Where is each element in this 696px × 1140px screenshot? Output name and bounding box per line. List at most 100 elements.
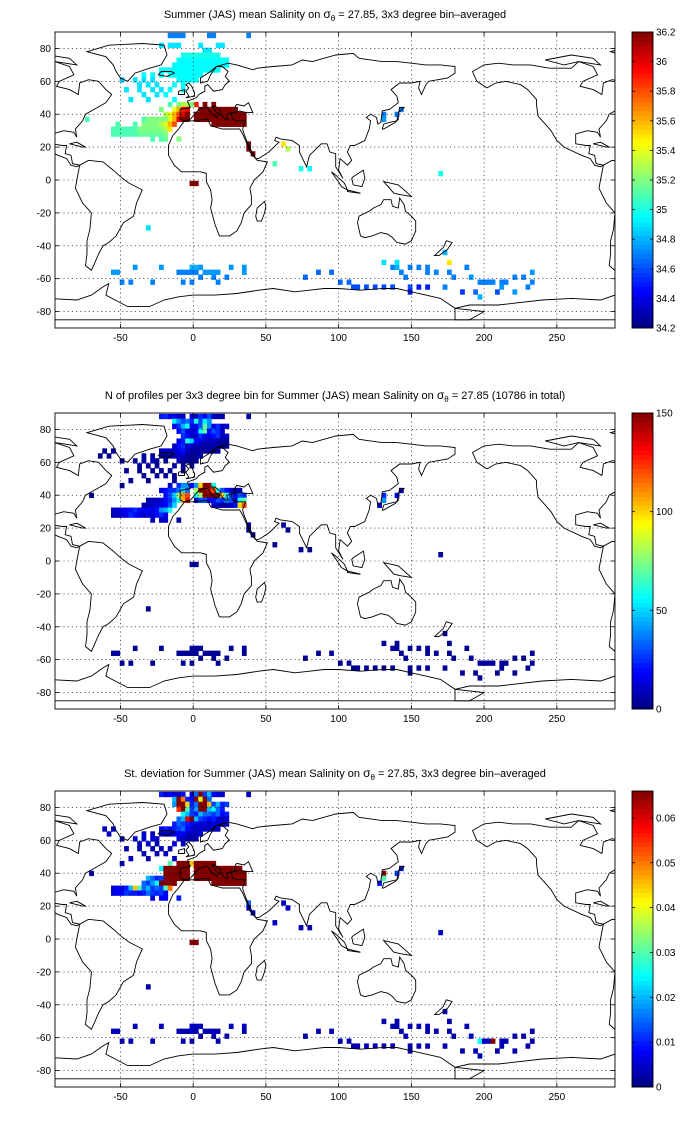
data-cell	[207, 811, 212, 817]
data-cell	[180, 72, 186, 78]
colorbar-segment	[632, 514, 653, 520]
title-subscript: θ	[371, 773, 376, 782]
data-cell	[172, 487, 177, 494]
data-cell	[189, 650, 195, 656]
data-cell	[224, 443, 230, 449]
data-cell	[189, 428, 195, 434]
coastline	[471, 442, 615, 549]
data-cell	[233, 870, 238, 877]
data-cell	[220, 880, 225, 886]
colorbar-segment	[632, 855, 653, 861]
data-cell	[176, 860, 182, 867]
data-cell	[185, 57, 190, 63]
data-cell	[211, 880, 217, 886]
data-cell	[442, 630, 448, 637]
colorbar-segment	[632, 510, 653, 516]
colorbar-tick-label: 0	[656, 1083, 662, 1094]
data-cell	[189, 458, 195, 464]
data-cell	[425, 269, 430, 275]
data-cell	[403, 1033, 409, 1039]
data-cell	[281, 141, 286, 147]
colorbar-tick-label: 100	[656, 507, 673, 518]
data-cell	[198, 831, 204, 837]
coastline	[185, 463, 196, 480]
data-cell	[193, 806, 199, 812]
data-cell	[207, 47, 212, 53]
colorbar-segment	[632, 869, 653, 875]
data-cell	[159, 131, 164, 137]
data-cell	[215, 279, 221, 285]
data-cell	[159, 846, 164, 852]
data-cell	[215, 111, 221, 118]
colorbar-segment	[632, 36, 653, 42]
colorbar-segment	[632, 828, 653, 834]
colorbar-segment	[632, 658, 653, 664]
data-cell	[150, 880, 156, 886]
data-cell	[132, 512, 138, 518]
y-tick-label: 80	[40, 44, 52, 55]
coastline	[157, 830, 176, 836]
data-cell	[189, 836, 195, 842]
data-cell	[447, 650, 452, 656]
data-cell	[224, 121, 230, 127]
data-cell	[180, 106, 186, 113]
data-cell	[167, 67, 173, 73]
data-cell	[167, 101, 173, 108]
colorbar-segment	[632, 985, 653, 991]
data-cell	[307, 547, 313, 553]
colorbar: 0 0.01 0.02 0.03 0.04 0.05 0.06	[631, 790, 676, 1094]
plot-area	[55, 32, 615, 328]
data-cell	[128, 890, 134, 896]
colorbar-segment	[632, 482, 653, 488]
data-cell	[185, 433, 190, 439]
data-cell	[154, 121, 160, 127]
data-cell	[185, 72, 190, 78]
data-cell	[167, 497, 173, 504]
colorbar-segment	[632, 579, 653, 585]
data-cell	[207, 865, 212, 872]
data-cell	[141, 116, 147, 123]
data-cell	[233, 106, 238, 113]
colorbar-segment	[632, 1013, 653, 1019]
data-cell	[189, 62, 195, 68]
colorbar-segment	[632, 1073, 653, 1079]
colorbar-segment	[632, 180, 653, 186]
data-cell	[407, 670, 413, 676]
data-cell	[106, 831, 112, 837]
data-cell	[119, 885, 125, 891]
data-cell	[202, 492, 208, 499]
data-cell	[176, 497, 182, 504]
data-cell	[460, 670, 465, 676]
colorbar-segment	[632, 551, 653, 557]
data-cell	[119, 482, 125, 489]
colorbar-tick-label: 150	[656, 409, 673, 420]
data-cell	[425, 264, 430, 271]
data-cell	[237, 502, 243, 508]
data-cell	[159, 890, 164, 896]
data-cell	[193, 801, 199, 808]
data-cell	[220, 413, 225, 420]
colorbar-segment	[632, 212, 653, 218]
data-cell	[145, 512, 151, 518]
data-cell	[394, 259, 400, 266]
colorbar-segment	[632, 463, 653, 469]
colorbar: 34.2 34.4 34.6 34.8 35 35.2 35.4 35.6 35.8 36 36.2	[631, 28, 676, 335]
data-cell	[198, 1033, 204, 1039]
data-cell	[241, 269, 247, 275]
data-cell	[220, 801, 225, 808]
colorbar-segment	[632, 304, 653, 310]
title-text: N of profiles per 3x3 degree bin for Sum…	[105, 390, 437, 402]
colorbar-segment	[632, 915, 653, 921]
data-cell	[237, 121, 243, 127]
data-cell	[521, 274, 526, 280]
data-cell	[180, 826, 186, 832]
data-cell	[207, 497, 212, 504]
colorbar-segment	[632, 593, 653, 599]
coastline	[55, 663, 486, 702]
data-cell	[211, 413, 217, 420]
data-cell	[150, 885, 156, 891]
colorbar-segment	[632, 911, 653, 917]
data-cell	[167, 502, 173, 508]
data-cell	[241, 497, 247, 504]
data-cell	[150, 895, 156, 901]
